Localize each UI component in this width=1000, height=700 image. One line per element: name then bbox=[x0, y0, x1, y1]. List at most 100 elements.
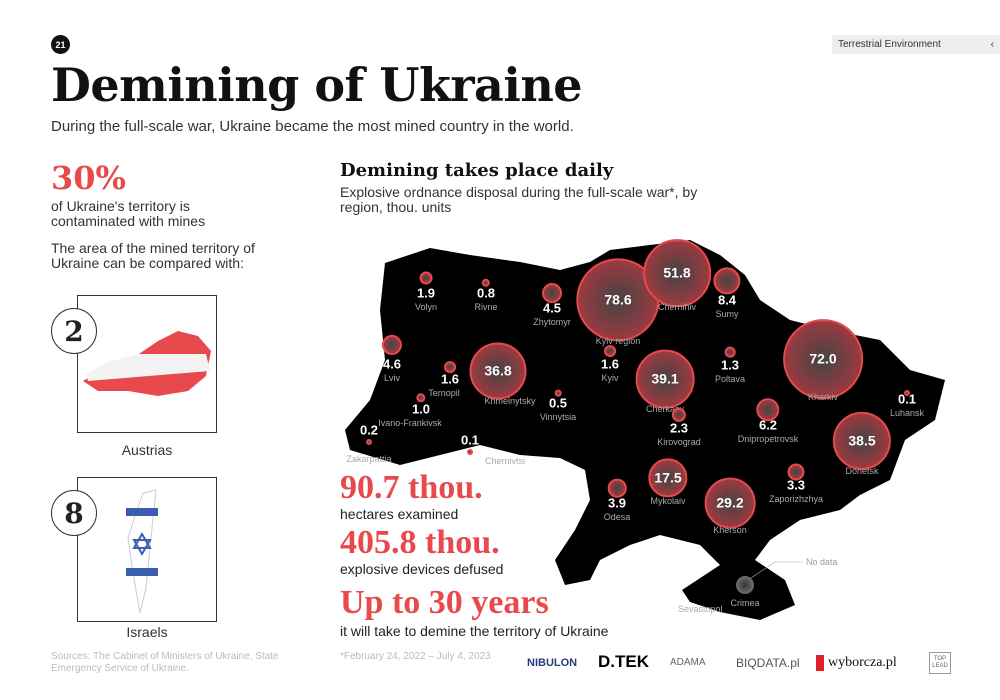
region-value: 29.2 bbox=[716, 494, 744, 511]
stat-years-label: it will take to demine the territory of … bbox=[340, 623, 609, 639]
sevastopol-label: Sevastopol bbox=[678, 604, 723, 614]
region-bubble bbox=[542, 283, 562, 303]
region-value: 1.6 bbox=[440, 371, 460, 387]
region-bubble bbox=[736, 576, 754, 594]
region-name: Rivne bbox=[474, 302, 498, 312]
region-bubble bbox=[366, 439, 372, 445]
region-value: 3.3 bbox=[786, 477, 806, 493]
austria-count: 2 bbox=[51, 308, 97, 354]
map-title: Demining takes place daily bbox=[340, 160, 614, 181]
region-name: Sumy bbox=[715, 309, 739, 319]
region-bubble bbox=[704, 477, 756, 529]
compare-text: The area of the mined territory of Ukrai… bbox=[51, 240, 255, 271]
region-value: 1.0 bbox=[411, 401, 431, 417]
logo-biqdata: BIQDATA.pl bbox=[736, 656, 800, 670]
israel-flag-map bbox=[126, 489, 158, 614]
stat-hectares-label: hectares examined bbox=[340, 506, 459, 522]
region-bubble bbox=[783, 319, 863, 399]
region-bubble bbox=[604, 345, 616, 357]
israel-label: Israels bbox=[126, 624, 168, 640]
region-bubble bbox=[724, 346, 736, 358]
region-value: 72.0 bbox=[809, 350, 837, 367]
region-bubble bbox=[635, 349, 695, 409]
region-name: Chernihiv bbox=[657, 302, 697, 312]
logo-wyborcza: wyborcza.pl bbox=[816, 655, 897, 671]
stat-devices-label: explosive devices defused bbox=[340, 561, 504, 577]
region-name: Donetsk bbox=[845, 466, 879, 476]
region-bubble bbox=[416, 393, 426, 403]
page-number: 21 bbox=[51, 35, 70, 54]
logo-nibulon: NIBULON bbox=[527, 657, 578, 669]
austria-box bbox=[77, 295, 217, 433]
region-name: Volyn bbox=[414, 302, 438, 312]
region-name: Ternopil bbox=[428, 388, 460, 398]
section-tab[interactable]: Terrestrial Environment ‹ bbox=[832, 35, 1000, 54]
israel-box bbox=[77, 477, 217, 622]
region-name: Odesa bbox=[603, 512, 631, 522]
percent-stat: 30% bbox=[51, 159, 126, 197]
region-bubble bbox=[904, 390, 910, 396]
chevron-left-icon[interactable]: ‹ bbox=[990, 39, 994, 50]
region-name: Luhansk bbox=[889, 408, 925, 418]
region-value: 0.1 bbox=[460, 432, 480, 448]
region-name: Cherkasy bbox=[645, 404, 685, 414]
region-bubble bbox=[469, 342, 527, 400]
region-bubble bbox=[832, 411, 892, 471]
region-name: Khmelnytsky bbox=[484, 396, 536, 406]
region-value: 78.6 bbox=[604, 291, 632, 308]
region-value: 1.9 bbox=[416, 285, 436, 301]
region-name: Zhytomyr bbox=[533, 317, 571, 327]
region-value: 6.2 bbox=[758, 417, 778, 433]
stat-years: Up to 30 years bbox=[340, 584, 549, 621]
region-name: Dnipropetrovsk bbox=[737, 434, 799, 444]
region-bubble bbox=[554, 389, 562, 397]
region-name: Zakarpattia bbox=[346, 454, 392, 464]
region-value: 38.5 bbox=[848, 432, 876, 449]
section-label: Terrestrial Environment bbox=[838, 39, 941, 50]
region-value: 1.6 bbox=[600, 356, 620, 372]
region-bubble bbox=[756, 398, 780, 422]
region-value: 8.4 bbox=[717, 292, 737, 308]
region-name: Crimea bbox=[730, 598, 760, 608]
region-name: Zaporizhzhya bbox=[768, 494, 824, 504]
region-bubble bbox=[648, 458, 688, 498]
region-bubble bbox=[381, 334, 403, 356]
region-value: 0.1 bbox=[897, 391, 917, 407]
region-bubble bbox=[607, 478, 627, 498]
page-title: Demining of Ukraine bbox=[51, 58, 583, 112]
region-name: Mykolaiv bbox=[650, 496, 686, 506]
logo-toplead: TOP LEAD bbox=[929, 652, 951, 674]
israel-count: 8 bbox=[51, 490, 97, 536]
austria-label: Austrias bbox=[121, 442, 173, 458]
region-bubble bbox=[481, 278, 491, 288]
region-name: Kherson bbox=[713, 525, 747, 535]
region-bubble bbox=[419, 271, 433, 285]
region-value: 4.5 bbox=[542, 300, 562, 316]
region-name: Kirovograd bbox=[657, 437, 701, 447]
logo-adama: ADAMA bbox=[670, 657, 706, 668]
stat-hectares: 90.7 thou. bbox=[340, 469, 483, 506]
region-value: 51.8 bbox=[663, 264, 691, 281]
region-name: Kharkiv bbox=[807, 392, 839, 402]
region-bubble bbox=[671, 407, 687, 423]
region-name: Chernivtsi bbox=[484, 456, 526, 466]
region-value: 3.9 bbox=[607, 495, 627, 511]
logo-dtek: D.TEK bbox=[598, 652, 649, 671]
region-value: 39.1 bbox=[651, 370, 679, 387]
region-value: 0.8 bbox=[476, 285, 496, 301]
region-name: Poltava bbox=[714, 374, 746, 384]
region-value: 0.2 bbox=[359, 422, 379, 438]
region-bubble bbox=[787, 463, 805, 481]
no-data-label: No data bbox=[806, 557, 838, 567]
region-bubble bbox=[643, 239, 711, 307]
region-name: Vinnytsia bbox=[539, 412, 577, 422]
region-value: 0.5 bbox=[548, 395, 568, 411]
page-subtitle: During the full-scale war, Ukraine becam… bbox=[51, 118, 574, 135]
period-note: *February 24, 2022 – July 4, 2023 bbox=[340, 651, 491, 662]
region-name: Kyiv bbox=[601, 373, 619, 383]
sources: Sources: The Cabinet of Ministers of Ukr… bbox=[51, 651, 279, 674]
austria-flag-map bbox=[83, 331, 211, 396]
region-value: 1.3 bbox=[720, 357, 740, 373]
region-bubble bbox=[467, 449, 473, 455]
region-name: Ivano-Frankivsk bbox=[378, 418, 442, 428]
